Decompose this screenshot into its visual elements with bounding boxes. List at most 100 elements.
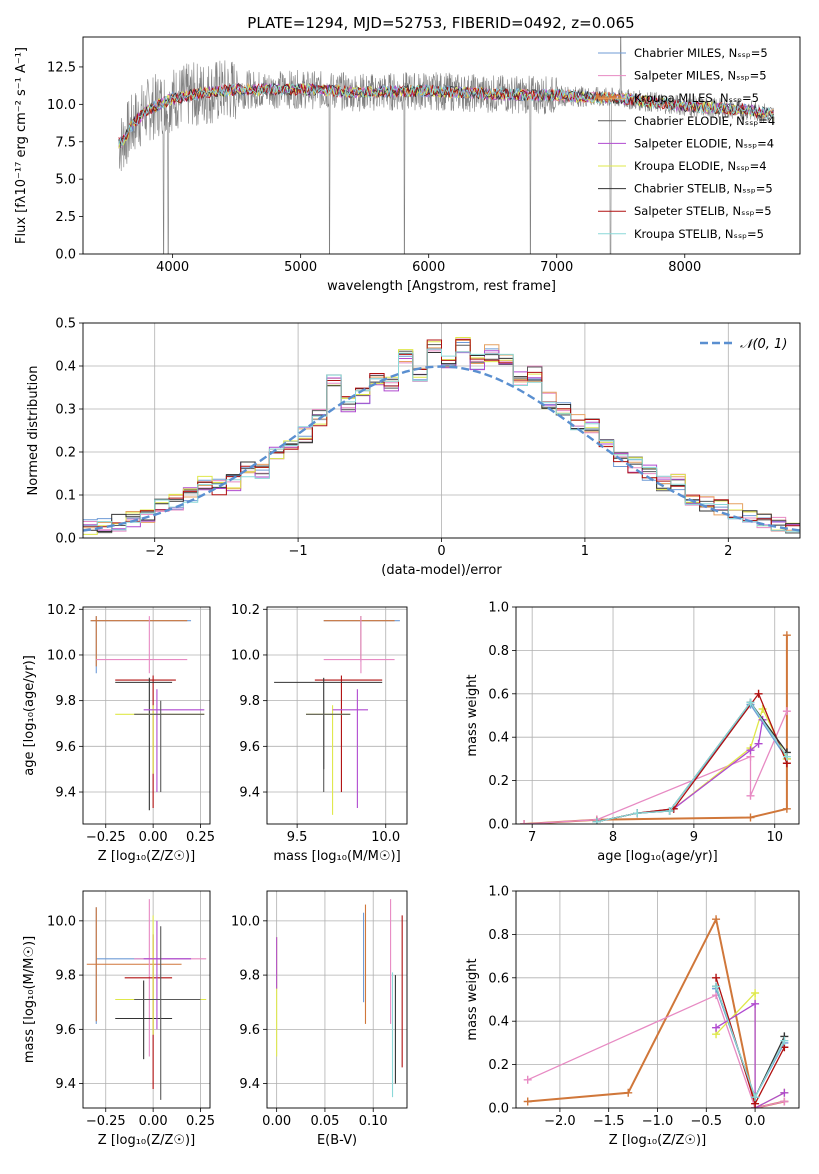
- legend-label: Salpeter STELIB, Nₛₛₚ=5: [634, 204, 772, 218]
- plot-area-age_vs_mass: [274, 616, 400, 815]
- y-tick-label: 10.0: [47, 914, 76, 929]
- y-tick-label: 9.6: [239, 740, 260, 755]
- point-marker: [751, 1093, 760, 1102]
- legend-label: Salpeter MILES, Nₛₛₚ=5: [634, 69, 767, 83]
- panel-age_vs_mass: 9.5 10.0 9.4 9.6 9.8 10.0 10.2 mass [log₁₀(M/M☉…: [231, 603, 408, 864]
- x-tick-label: 0.25: [186, 830, 215, 845]
- x-tick-label: −0.25: [86, 1114, 126, 1129]
- point-marker: [712, 973, 721, 982]
- y-axis-label: mass weight: [465, 674, 480, 756]
- point-marker: [523, 1075, 532, 1084]
- point-marker: [523, 1097, 532, 1106]
- model-tail: [594, 91, 622, 104]
- y-tick-label: 10.0: [47, 648, 76, 663]
- panel-age_vs_Z: −0.25 0.00 0.25 9.4 9.6 9.8 10.0 10.2 Z [log₁₀(Z…: [22, 603, 215, 864]
- y-tick-label: 0.1: [55, 489, 76, 504]
- y-tick-label: 10.2: [47, 603, 76, 618]
- x-axis-label: Z [log₁₀(Z/Z☉)]: [98, 849, 195, 864]
- y-tick-label: 9.8: [55, 969, 76, 984]
- x-tick-label: 9: [690, 830, 698, 845]
- x-axis-label: mass [log₁₀(M/M☉)]: [273, 849, 400, 864]
- y-tick-label: 9.8: [239, 694, 260, 709]
- point-marker: [746, 791, 755, 800]
- x-tick-label: −1: [289, 544, 308, 559]
- legend-label: Chabrier STELIB, Nₛₛₚ=5: [634, 182, 773, 196]
- x-tick-label: 1: [581, 544, 589, 559]
- point-marker: [712, 1023, 721, 1032]
- legend-label: Chabrier ELODIE, Nₛₛₚ=4: [634, 114, 775, 128]
- histogram-salpeter_elodie: [83, 348, 800, 532]
- y-tick-label: 0.4: [55, 360, 76, 375]
- point-marker: [746, 698, 755, 707]
- point-marker: [746, 746, 755, 755]
- x-tick-label: 0: [437, 544, 445, 559]
- y-tick-label: 1.0: [488, 601, 509, 616]
- model-spectrum-chabrier_stelib: [118, 82, 774, 145]
- series-line-salpeter_elodie: [596, 719, 764, 823]
- point-marker: [712, 982, 721, 991]
- y-tick-label: 0.2: [55, 446, 76, 461]
- y-tick-label: 9.6: [55, 1023, 76, 1038]
- point-marker: [712, 915, 721, 924]
- x-tick-label: 0.25: [186, 1114, 215, 1129]
- point-marker: [780, 1036, 789, 1045]
- x-tick-label: 8000: [668, 260, 701, 275]
- point-marker: [751, 999, 760, 1008]
- x-tick-label: 7: [528, 830, 536, 845]
- y-tick-label: 0.3: [55, 403, 76, 418]
- normal-curve: [83, 365, 800, 532]
- x-tick-label: −0.5: [691, 1114, 723, 1129]
- series-line-salpeter_miles: [524, 710, 788, 824]
- x-tick-label: 0.10: [359, 1114, 388, 1129]
- y-tick-label: 9.6: [55, 740, 76, 755]
- panel-mass_vs_Z: −0.25 0.00 0.25 9.4 9.6 9.8 10.0 Z [log₁₀(Z/Z☉)…: [22, 890, 215, 1148]
- x-tick-label: 4000: [156, 260, 189, 275]
- y-tick-label: 12.5: [47, 60, 76, 75]
- y-tick-label: 0.0: [55, 532, 76, 547]
- y-tick-label: 9.4: [55, 1077, 76, 1092]
- axes-frame: [266, 890, 408, 1109]
- panel-spectrum: 4000 5000 6000 7000 8000 0.0 2.5 5.0 7.5 10.0 12.5…: [14, 36, 801, 294]
- plot-area-massweight_vs_Z: [523, 915, 789, 1108]
- legend-label: Kroupa STELIB, Nₛₛₚ=5: [634, 227, 764, 241]
- x-tick-label: 0.00: [139, 830, 168, 845]
- x-tick-label: 0.05: [310, 1114, 339, 1129]
- x-tick-label: 2: [724, 544, 732, 559]
- y-tick-label: 0.8: [488, 928, 509, 943]
- legend-label: Chabrier MILES, Nₛₛₚ=5: [634, 46, 768, 60]
- x-axis-label: age [log₁₀(age/yr)]: [597, 849, 718, 864]
- figure-title: PLATE=1294, MJD=52753, FIBERID=0492, z=0…: [247, 14, 634, 32]
- point-marker: [782, 707, 791, 716]
- x-axis-label: E(B-V): [317, 1133, 357, 1148]
- y-tick-label: 7.5: [55, 135, 76, 150]
- y-tick-label: 10.0: [231, 648, 260, 663]
- y-axis-label: Flux [fλ10⁻¹⁷ erg cm⁻² s⁻¹ A⁻¹]: [14, 47, 29, 244]
- point-marker: [665, 806, 674, 815]
- legend-label: Salpeter ELODIE, Nₛₛₚ=4: [634, 136, 774, 150]
- axes-frame: [515, 890, 800, 1109]
- y-tick-label: 0.4: [488, 731, 509, 746]
- series-line-kroupa_elodie: [596, 707, 788, 823]
- y-tick-label: 0.4: [488, 1015, 509, 1030]
- plot-area-massweight_vs_age: [520, 631, 791, 824]
- panel-mass_vs_EBV: 0.00 0.05 0.10 9.4 9.6 9.8 10.0 E(B-V): [231, 890, 408, 1148]
- plot-area-age_vs_Z: [90, 616, 205, 811]
- plot-area-mass_vs_EBV: [276, 899, 403, 1098]
- y-axis-label: Normed distribution: [26, 366, 41, 496]
- axes-frame: [82, 890, 211, 1109]
- x-tick-label: 10: [766, 830, 783, 845]
- legend-label: Kroupa ELODIE, Nₛₛₚ=4: [634, 159, 767, 173]
- y-tick-label: 0.5: [55, 317, 76, 332]
- y-tick-label: 5.0: [55, 173, 76, 188]
- model-spectrum-kroupa_stelib: [118, 82, 774, 147]
- y-tick-label: 10.0: [47, 98, 76, 113]
- y-tick-label: 9.4: [239, 1077, 260, 1092]
- x-tick-label: −1.0: [642, 1114, 674, 1129]
- point-marker: [592, 817, 601, 824]
- model-spectrum-salpeter_stelib: [118, 82, 774, 146]
- point-marker: [520, 820, 529, 824]
- point-marker: [780, 1088, 789, 1097]
- x-tick-label: −1.5: [593, 1114, 625, 1129]
